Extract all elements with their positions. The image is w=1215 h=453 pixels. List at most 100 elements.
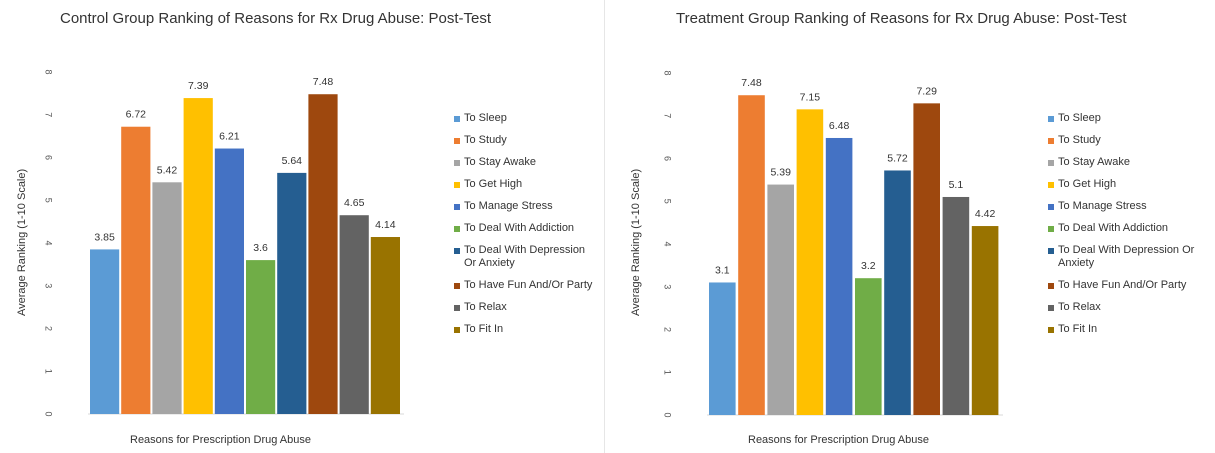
legend-swatch xyxy=(454,138,460,144)
y-tick-label: 4 xyxy=(663,241,673,246)
y-tick-label: 5 xyxy=(663,199,673,204)
bar-to-sleep xyxy=(90,249,120,414)
legend-label: To Deal With Addiction xyxy=(464,222,575,234)
legend-item: To Have Fun And/Or Party xyxy=(1048,279,1213,292)
legend-item: To Sleep xyxy=(454,112,599,125)
legend-swatch xyxy=(454,116,460,122)
legend-label: To Sleep xyxy=(1058,112,1101,124)
legend-item: To Deal With Addiction xyxy=(454,222,599,235)
plot-area: 0 1 2 3 4 5 6 7 8 3.85 6.72 5.42 7.39 6.21 3.6 5.64 7.48… xyxy=(44,69,404,417)
legend-swatch xyxy=(1048,204,1054,210)
y-tick-label: 7 xyxy=(44,112,54,117)
y-tick-label: 6 xyxy=(44,155,54,160)
bar-to-have-fun-and-or-party xyxy=(308,94,338,414)
data-label: 7.39 xyxy=(188,80,209,92)
legend-label: To Manage Stress xyxy=(464,200,553,212)
treatment-group-chart: Treatment Group Ranking of Reasons for R… xyxy=(608,0,1215,453)
panel-divider xyxy=(604,0,605,453)
legend-item: To Study xyxy=(1048,134,1213,147)
legend-swatch xyxy=(454,182,460,188)
y-tick-label: 4 xyxy=(44,240,54,245)
legend-item: To Relax xyxy=(454,301,599,314)
x-axis-label: Reasons for Prescription Drug Abuse xyxy=(748,434,929,446)
legend-label: To Get High xyxy=(1058,178,1117,190)
bar-to-deal-with-depression-or-anxiety xyxy=(277,172,307,414)
legend-item: To Get High xyxy=(454,178,599,191)
data-label: 7.29 xyxy=(916,85,937,97)
legend-swatch xyxy=(1048,116,1054,122)
data-label: 4.65 xyxy=(344,197,365,209)
legend: To Sleep To Study To Stay Awake To Get High… xyxy=(1048,112,1213,345)
legend-label: To Study xyxy=(1058,134,1101,146)
chart-title: Treatment Group Ranking of Reasons for R… xyxy=(676,10,1127,27)
y-tick-label: 5 xyxy=(44,198,54,203)
bar-to-fit-in xyxy=(971,226,999,415)
data-label: 5.42 xyxy=(157,164,178,176)
legend-swatch xyxy=(454,305,460,311)
bar-to-study xyxy=(738,95,765,415)
data-label: 4.42 xyxy=(975,208,996,220)
bar-to-stay-awake xyxy=(767,184,794,415)
legend-swatch xyxy=(1048,327,1054,333)
data-label: 4.14 xyxy=(375,219,396,231)
data-label: 3.2 xyxy=(861,260,876,272)
legend-swatch xyxy=(454,283,460,289)
bar-to-relax xyxy=(339,215,369,414)
legend-label: To Fit In xyxy=(464,323,504,335)
legend-swatch xyxy=(1048,160,1054,166)
legend-label: To Deal With Depression Or Anxiety xyxy=(464,244,586,269)
legend-item: To Have Fun And/Or Party xyxy=(454,279,599,292)
legend-swatch xyxy=(1048,305,1054,311)
chart-title: Control Group Ranking of Reasons for Rx … xyxy=(60,10,492,27)
x-axis-label: Reasons for Prescription Drug Abuse xyxy=(130,434,311,446)
y-tick-label: 3 xyxy=(44,283,54,288)
y-tick-label: 0 xyxy=(663,412,673,417)
y-tick-label: 0 xyxy=(44,411,54,416)
legend-label: To Fit In xyxy=(1058,323,1098,335)
legend-item: To Manage Stress xyxy=(454,200,599,213)
bar-to-have-fun-and-or-party xyxy=(913,103,940,415)
data-label: 5.1 xyxy=(949,179,964,191)
plot-area: 0 1 2 3 4 5 6 7 8 3.1 7.48 5.39 7.15 6.48 3.2 5.72 7.29 5… xyxy=(663,70,1003,418)
legend-label: To Deal With Depression Or Anxiety xyxy=(1058,244,1195,269)
legend-swatch xyxy=(454,226,460,232)
data-label: 3.1 xyxy=(715,264,730,276)
y-tick-label: 2 xyxy=(663,327,673,332)
y-tick-label: 8 xyxy=(44,69,54,74)
bar-to-deal-with-depression-or-anxiety xyxy=(884,170,911,415)
data-label: 6.21 xyxy=(219,131,240,143)
bar-to-get-high xyxy=(183,98,213,414)
legend-item: To Manage Stress xyxy=(1048,200,1213,213)
legend-item: To Stay Awake xyxy=(1048,156,1213,169)
control-group-chart: Control Group Ranking of Reasons for Rx … xyxy=(0,0,600,453)
legend-swatch xyxy=(1048,226,1054,232)
bar-to-fit-in xyxy=(370,237,400,414)
legend-label: To Stay Awake xyxy=(1058,156,1130,168)
data-label: 7.48 xyxy=(313,76,334,88)
legend: To Sleep To Study To Stay Awake To Get High… xyxy=(454,112,599,345)
legend-swatch xyxy=(1048,283,1054,289)
legend-swatch xyxy=(454,327,460,333)
legend-item: To Sleep xyxy=(1048,112,1213,125)
bar-to-sleep xyxy=(709,282,736,415)
bar-to-study xyxy=(121,126,151,414)
y-tick-label: 7 xyxy=(663,113,673,118)
legend-swatch xyxy=(1048,182,1054,188)
legend-item: To Deal With Depression Or Anxiety xyxy=(1048,244,1213,270)
bar-to-get-high xyxy=(796,109,824,416)
data-label: 6.72 xyxy=(126,109,147,121)
legend-label: To Stay Awake xyxy=(464,156,536,168)
legend-item: To Fit In xyxy=(1048,323,1213,336)
data-label: 6.48 xyxy=(829,120,850,132)
bar-to-stay-awake xyxy=(152,182,182,414)
data-label: 3.6 xyxy=(253,242,268,254)
y-tick-label: 8 xyxy=(663,70,673,75)
legend-swatch xyxy=(1048,138,1054,144)
y-tick-label: 3 xyxy=(663,284,673,289)
legend-item: To Stay Awake xyxy=(454,156,599,169)
bar-to-deal-with-addiction xyxy=(246,260,276,414)
legend-swatch xyxy=(454,160,460,166)
legend-label: To Deal With Addiction xyxy=(1058,222,1169,234)
legend-item: To Study xyxy=(454,134,599,147)
legend-item: To Deal With Addiction xyxy=(1048,222,1213,235)
